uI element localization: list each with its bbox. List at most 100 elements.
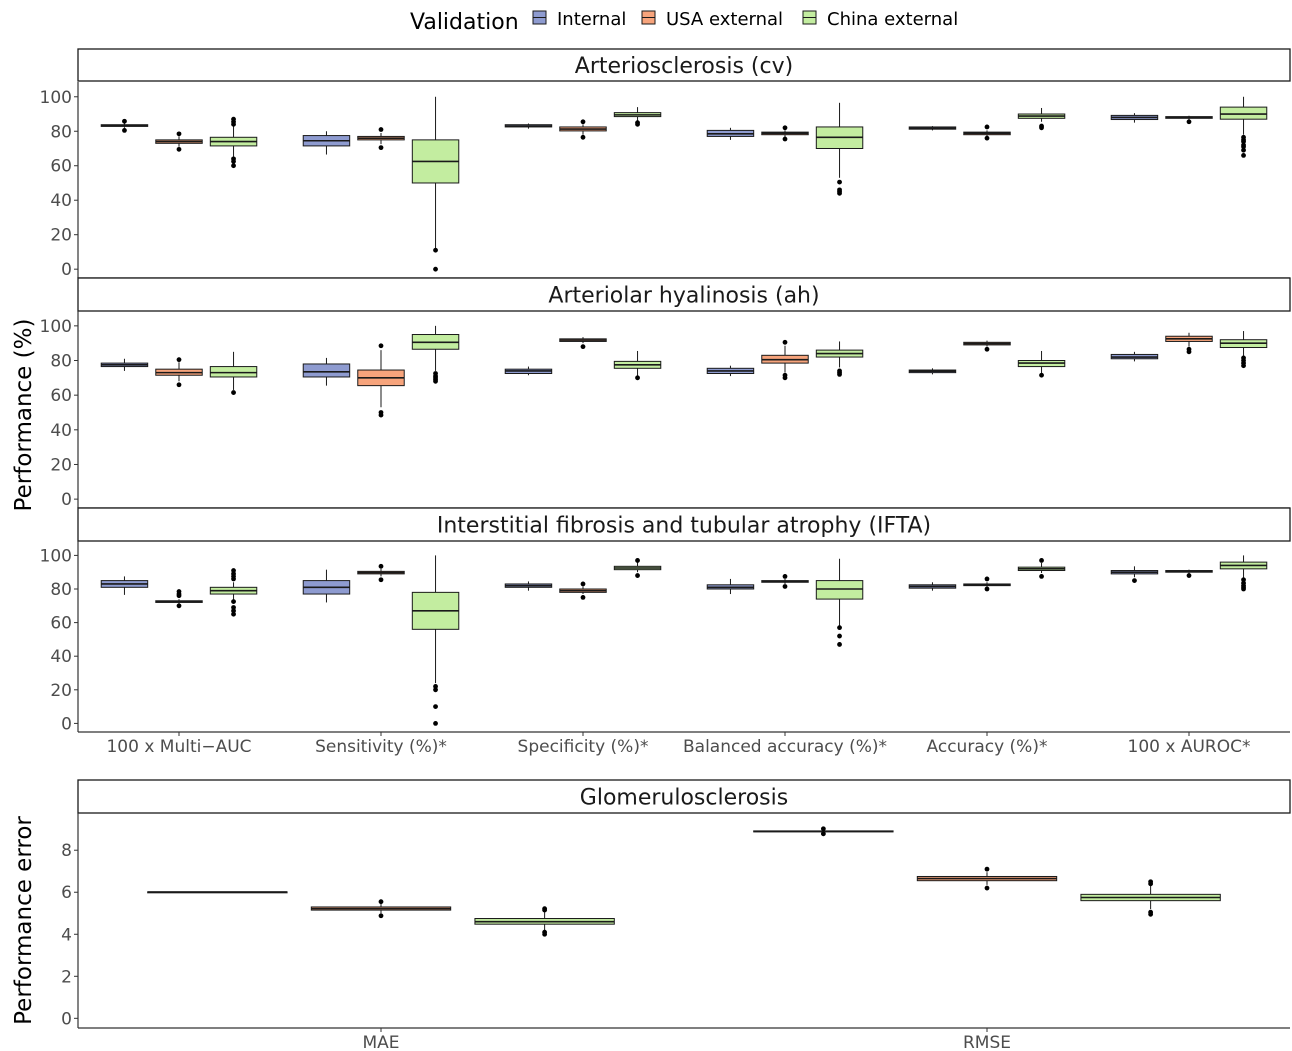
y-tick-label: 40 bbox=[50, 421, 72, 441]
box bbox=[963, 340, 1011, 352]
box bbox=[908, 582, 957, 591]
outlier-point bbox=[837, 187, 842, 193]
box-iqr bbox=[302, 363, 351, 378]
y-tick-label: 60 bbox=[50, 157, 72, 177]
outlier-point bbox=[378, 563, 384, 569]
outlier-point bbox=[782, 372, 788, 378]
outlier-point bbox=[1148, 909, 1154, 915]
outlier-point bbox=[542, 906, 548, 912]
y-tick-label: 8 bbox=[61, 841, 72, 861]
series-internal bbox=[147, 826, 894, 894]
outlier-point bbox=[378, 145, 384, 151]
y-axis-title: Performance error bbox=[11, 816, 37, 1025]
outlier-point bbox=[176, 357, 182, 363]
outlier-point bbox=[378, 577, 384, 583]
facet-title: Arteriosclerosis (cv) bbox=[575, 54, 793, 79]
facet-panel-3: Interstitial fibrosis and tubular atroph… bbox=[40, 507, 1291, 757]
y-tick-label: 80 bbox=[50, 352, 72, 372]
box bbox=[357, 343, 405, 418]
y-axis: 0 20 40 60 80 100 bbox=[40, 546, 78, 734]
y-axis-title: Performance (%) bbox=[11, 319, 37, 512]
outlier-point bbox=[378, 343, 384, 349]
x-tick-label: 100 x AUROC* bbox=[1128, 737, 1251, 757]
box bbox=[761, 125, 809, 142]
box bbox=[155, 589, 203, 609]
y-tick-label: 0 bbox=[61, 1009, 72, 1029]
box bbox=[504, 123, 553, 129]
y-tick-label: 60 bbox=[50, 386, 72, 406]
x-tick-label: Specificity (%)* bbox=[518, 737, 649, 757]
box bbox=[613, 558, 662, 578]
outlier-point bbox=[782, 125, 788, 131]
outlier-point bbox=[580, 344, 586, 350]
outlier-point bbox=[231, 390, 236, 395]
legend-item-usa-external: USA external bbox=[641, 9, 783, 30]
outlier-point bbox=[231, 608, 236, 614]
box bbox=[815, 102, 864, 196]
box bbox=[100, 358, 149, 371]
facet-strip bbox=[77, 277, 1291, 312]
y-tick-label: 4 bbox=[61, 925, 72, 945]
outlier-point bbox=[984, 124, 990, 130]
y-tick-label: 100 bbox=[40, 88, 72, 108]
box bbox=[147, 891, 288, 894]
y-tick-label: 0 bbox=[61, 714, 72, 734]
outlier-point bbox=[231, 605, 236, 610]
box bbox=[1165, 569, 1213, 578]
outlier-point bbox=[231, 571, 236, 577]
outlier-point bbox=[580, 594, 586, 600]
outlier-point bbox=[984, 576, 990, 582]
box bbox=[1219, 331, 1268, 369]
box bbox=[1017, 107, 1066, 131]
y-axis: 0 2 4 6 8 bbox=[61, 841, 78, 1029]
outlier-point bbox=[820, 826, 826, 832]
legend-title: Validation bbox=[410, 10, 519, 35]
box-iqr bbox=[209, 366, 258, 378]
facet-title: Glomerulosclerosis bbox=[580, 786, 788, 811]
outlier-point bbox=[635, 120, 640, 126]
outlier-point bbox=[1186, 573, 1192, 578]
box bbox=[504, 581, 553, 591]
box bbox=[209, 351, 258, 395]
box bbox=[908, 368, 957, 375]
y-tick-label: 2 bbox=[61, 967, 72, 987]
y-tick-label: 40 bbox=[50, 191, 72, 211]
outlier-point bbox=[542, 929, 548, 935]
series-usa-external bbox=[155, 332, 1213, 418]
outlier-point bbox=[433, 704, 438, 710]
box bbox=[1110, 566, 1159, 583]
outlier-point bbox=[1039, 573, 1044, 579]
outlier-point bbox=[837, 179, 842, 185]
facet-strip bbox=[77, 48, 1291, 82]
outlier-point bbox=[1148, 879, 1154, 885]
y-tick-label: 20 bbox=[50, 681, 72, 701]
box bbox=[1165, 332, 1213, 355]
box bbox=[1219, 96, 1268, 158]
box bbox=[209, 568, 258, 617]
box bbox=[1110, 113, 1159, 123]
box bbox=[706, 578, 755, 595]
y-tick-label: 80 bbox=[50, 580, 72, 600]
x-tick-label: Sensitivity (%)* bbox=[315, 737, 447, 757]
box bbox=[761, 339, 809, 381]
y-axis: 0 20 40 60 80 100 bbox=[40, 317, 78, 510]
outlier-point bbox=[433, 266, 438, 272]
facet-panel-2: Arteriolar hyalinosis (ah) 0 20 40 60 80 100Pe… bbox=[11, 277, 1291, 512]
outlier-point bbox=[231, 568, 236, 573]
outlier-point bbox=[782, 573, 788, 579]
x-tick-label: RMSE bbox=[963, 1033, 1011, 1051]
facet-strip bbox=[77, 779, 1291, 814]
series-china-external bbox=[209, 96, 1268, 272]
y-tick-label: 6 bbox=[61, 883, 72, 903]
box bbox=[209, 116, 258, 169]
box bbox=[100, 576, 149, 595]
outlier-point bbox=[1241, 577, 1246, 583]
outlier-point bbox=[1132, 578, 1137, 583]
facet-title: Interstitial fibrosis and tubular atroph… bbox=[437, 514, 931, 539]
outlier-point bbox=[1241, 580, 1246, 586]
box bbox=[357, 127, 405, 151]
outlier-point bbox=[837, 368, 842, 374]
outlier-point bbox=[231, 163, 236, 169]
outlier-point bbox=[176, 603, 182, 609]
series-china-external bbox=[474, 879, 1221, 937]
